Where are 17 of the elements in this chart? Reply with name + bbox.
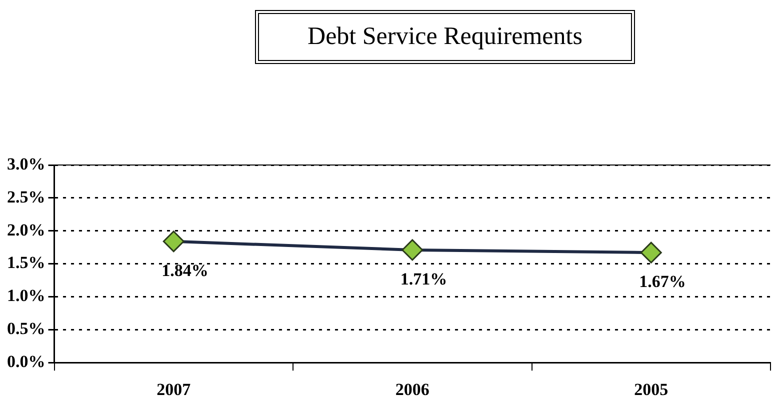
point	[640, 242, 662, 264]
y-tick-label: 3.0%	[7, 154, 46, 174]
y-tick-label: 1.5%	[7, 253, 46, 272]
x-tick-label: 2007	[156, 380, 192, 400]
chart-title: Debt Service Requirements	[255, 10, 635, 64]
data-label: 1.84%	[162, 260, 208, 280]
x-tick-label: 2006	[395, 380, 430, 400]
y-tick-label: 2.0%	[7, 220, 46, 240]
x-tick-label: 2005	[634, 380, 668, 400]
y-tick-label: 0.0%	[7, 352, 46, 371]
y-tick-label: 1.0%	[7, 286, 46, 306]
y-tick-label: 2.5%	[7, 187, 46, 206]
data-label: 1.67%	[639, 272, 686, 291]
data-label: 1.71%	[400, 269, 448, 288]
y-tick-label: 0.5%	[7, 319, 46, 338]
point	[402, 239, 424, 261]
point	[162, 230, 184, 252]
